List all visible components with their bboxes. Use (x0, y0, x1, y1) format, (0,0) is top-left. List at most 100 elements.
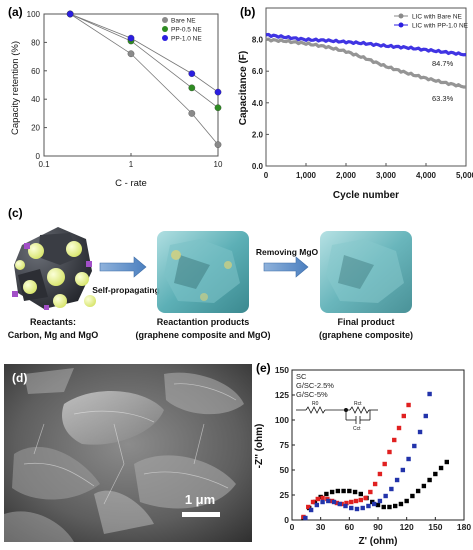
e-point (406, 402, 411, 408)
e-point (324, 491, 329, 497)
annotation-84-7: 84.7% (432, 59, 454, 68)
b-xtick: 5,000 (456, 171, 473, 180)
e-point (396, 425, 402, 431)
e-point (320, 495, 325, 501)
e-point (341, 488, 346, 494)
b-ytick: 6.0 (252, 67, 264, 76)
e-point (410, 493, 415, 499)
a-series-line (70, 13, 219, 93)
final-sub: (graphene composite) (319, 330, 413, 340)
panel-b-label: (b) (240, 5, 255, 19)
a-xtick: 0.1 (38, 160, 50, 169)
scale-bar (182, 512, 220, 517)
e-point (389, 486, 394, 492)
e-point (363, 495, 368, 501)
legend-g5: G/SC-5% (296, 390, 328, 399)
a-point (188, 110, 196, 117)
a-series-line (70, 13, 219, 109)
panel-e-legend: SC G/SC-2.5% G/SC-5% (296, 372, 334, 399)
e-point (404, 498, 409, 504)
e-ytick: 50 (280, 465, 290, 475)
legend-lic-bare: LIC with Bare NE (412, 14, 463, 21)
circuit-c1-label: Cct (353, 426, 361, 432)
e-point (366, 503, 371, 509)
a-point (188, 70, 196, 77)
e-point (310, 499, 316, 505)
panel-b-ylabel: Capacitance (F) (238, 51, 249, 125)
arrow-self-propagating (99, 256, 147, 278)
b-series-line (265, 37, 467, 89)
e-point (401, 413, 406, 419)
circuit-r2-label: Rct (354, 401, 362, 407)
e-point (308, 507, 314, 513)
final-product-cube (320, 231, 412, 313)
e-point (360, 505, 365, 511)
e-point (344, 500, 349, 506)
e-point (335, 488, 341, 494)
e-point (331, 499, 337, 505)
e-ytick: 75 (280, 440, 290, 450)
e-point (387, 449, 392, 455)
a-point (214, 141, 222, 148)
e-point (349, 505, 354, 511)
e-point (349, 499, 354, 505)
legend-bare-ne: Bare NE (171, 18, 196, 25)
panel-a-legend: Bare NE PP-0.5 NE PP-1.0 NE (162, 17, 202, 43)
e-point (306, 504, 311, 510)
e-xtick: 60 (345, 522, 355, 532)
e-point (394, 477, 400, 483)
panel-b-xlabel: Cycle number (333, 190, 399, 201)
b-xtick: 0 (264, 171, 269, 180)
a-ytick: 60 (31, 67, 40, 76)
a-point (127, 34, 135, 42)
legend-lic-pp10: LIC with PP-1.0 NE (412, 23, 469, 30)
b-xtick: 2,000 (336, 171, 357, 180)
e-xtick: 180 (457, 522, 471, 532)
e-point (400, 467, 406, 473)
a-point (66, 10, 74, 18)
e-point (352, 489, 358, 495)
a-point (127, 50, 135, 58)
circuit-r1-label: R0 (312, 401, 319, 407)
b-series-line (265, 32, 467, 57)
products-sub: (graphene composite and MgO) (135, 330, 270, 340)
legend-pp05-ne: PP-0.5 NE (171, 27, 202, 34)
e-point (353, 498, 359, 504)
e-point (329, 489, 335, 495)
a-point (188, 84, 196, 92)
e-point (334, 500, 340, 506)
b-xtick: 1,000 (296, 171, 317, 180)
e-xtick: 150 (428, 522, 442, 532)
b-ytick: 0.0 (252, 162, 264, 171)
b-xtick: 4,000 (416, 171, 437, 180)
panel-a-label: (a) (8, 5, 23, 19)
a-ytick: 20 (31, 124, 40, 133)
panel-a-ylabel: Capacity retention (%) (10, 41, 21, 135)
e-point (433, 471, 438, 477)
panel-b-chart: (b) 0 1,000 2,000 3,000 4,000 5,000 0.0 2.0 4.0 6… (238, 5, 473, 201)
e-ytick: 150 (275, 365, 289, 375)
e-point (393, 503, 398, 509)
e-point (417, 429, 423, 435)
e-point (372, 481, 378, 487)
e-point (377, 471, 383, 477)
e-ytick: 25 (280, 490, 290, 500)
reactants-cluster (12, 227, 96, 310)
e-point (438, 465, 444, 471)
e-point (381, 504, 386, 510)
a-xtick: 10 (214, 160, 223, 169)
e-point (406, 456, 411, 462)
b-ytick: 8.0 (252, 36, 264, 45)
e-point (358, 491, 363, 497)
legend-pp10-ne: PP-1.0 NE (171, 36, 202, 43)
reaction-product-cube (157, 231, 249, 313)
e-xtick: 30 (316, 522, 326, 532)
panel-d-sem-image: (d) 1 μm (4, 364, 252, 542)
e-point (423, 413, 428, 419)
e-point (314, 502, 320, 508)
a-ytick: 0 (36, 152, 41, 161)
panel-e-xlabel: Z' (ohm) (358, 536, 397, 547)
e-point (337, 501, 342, 507)
e-point (427, 477, 432, 483)
